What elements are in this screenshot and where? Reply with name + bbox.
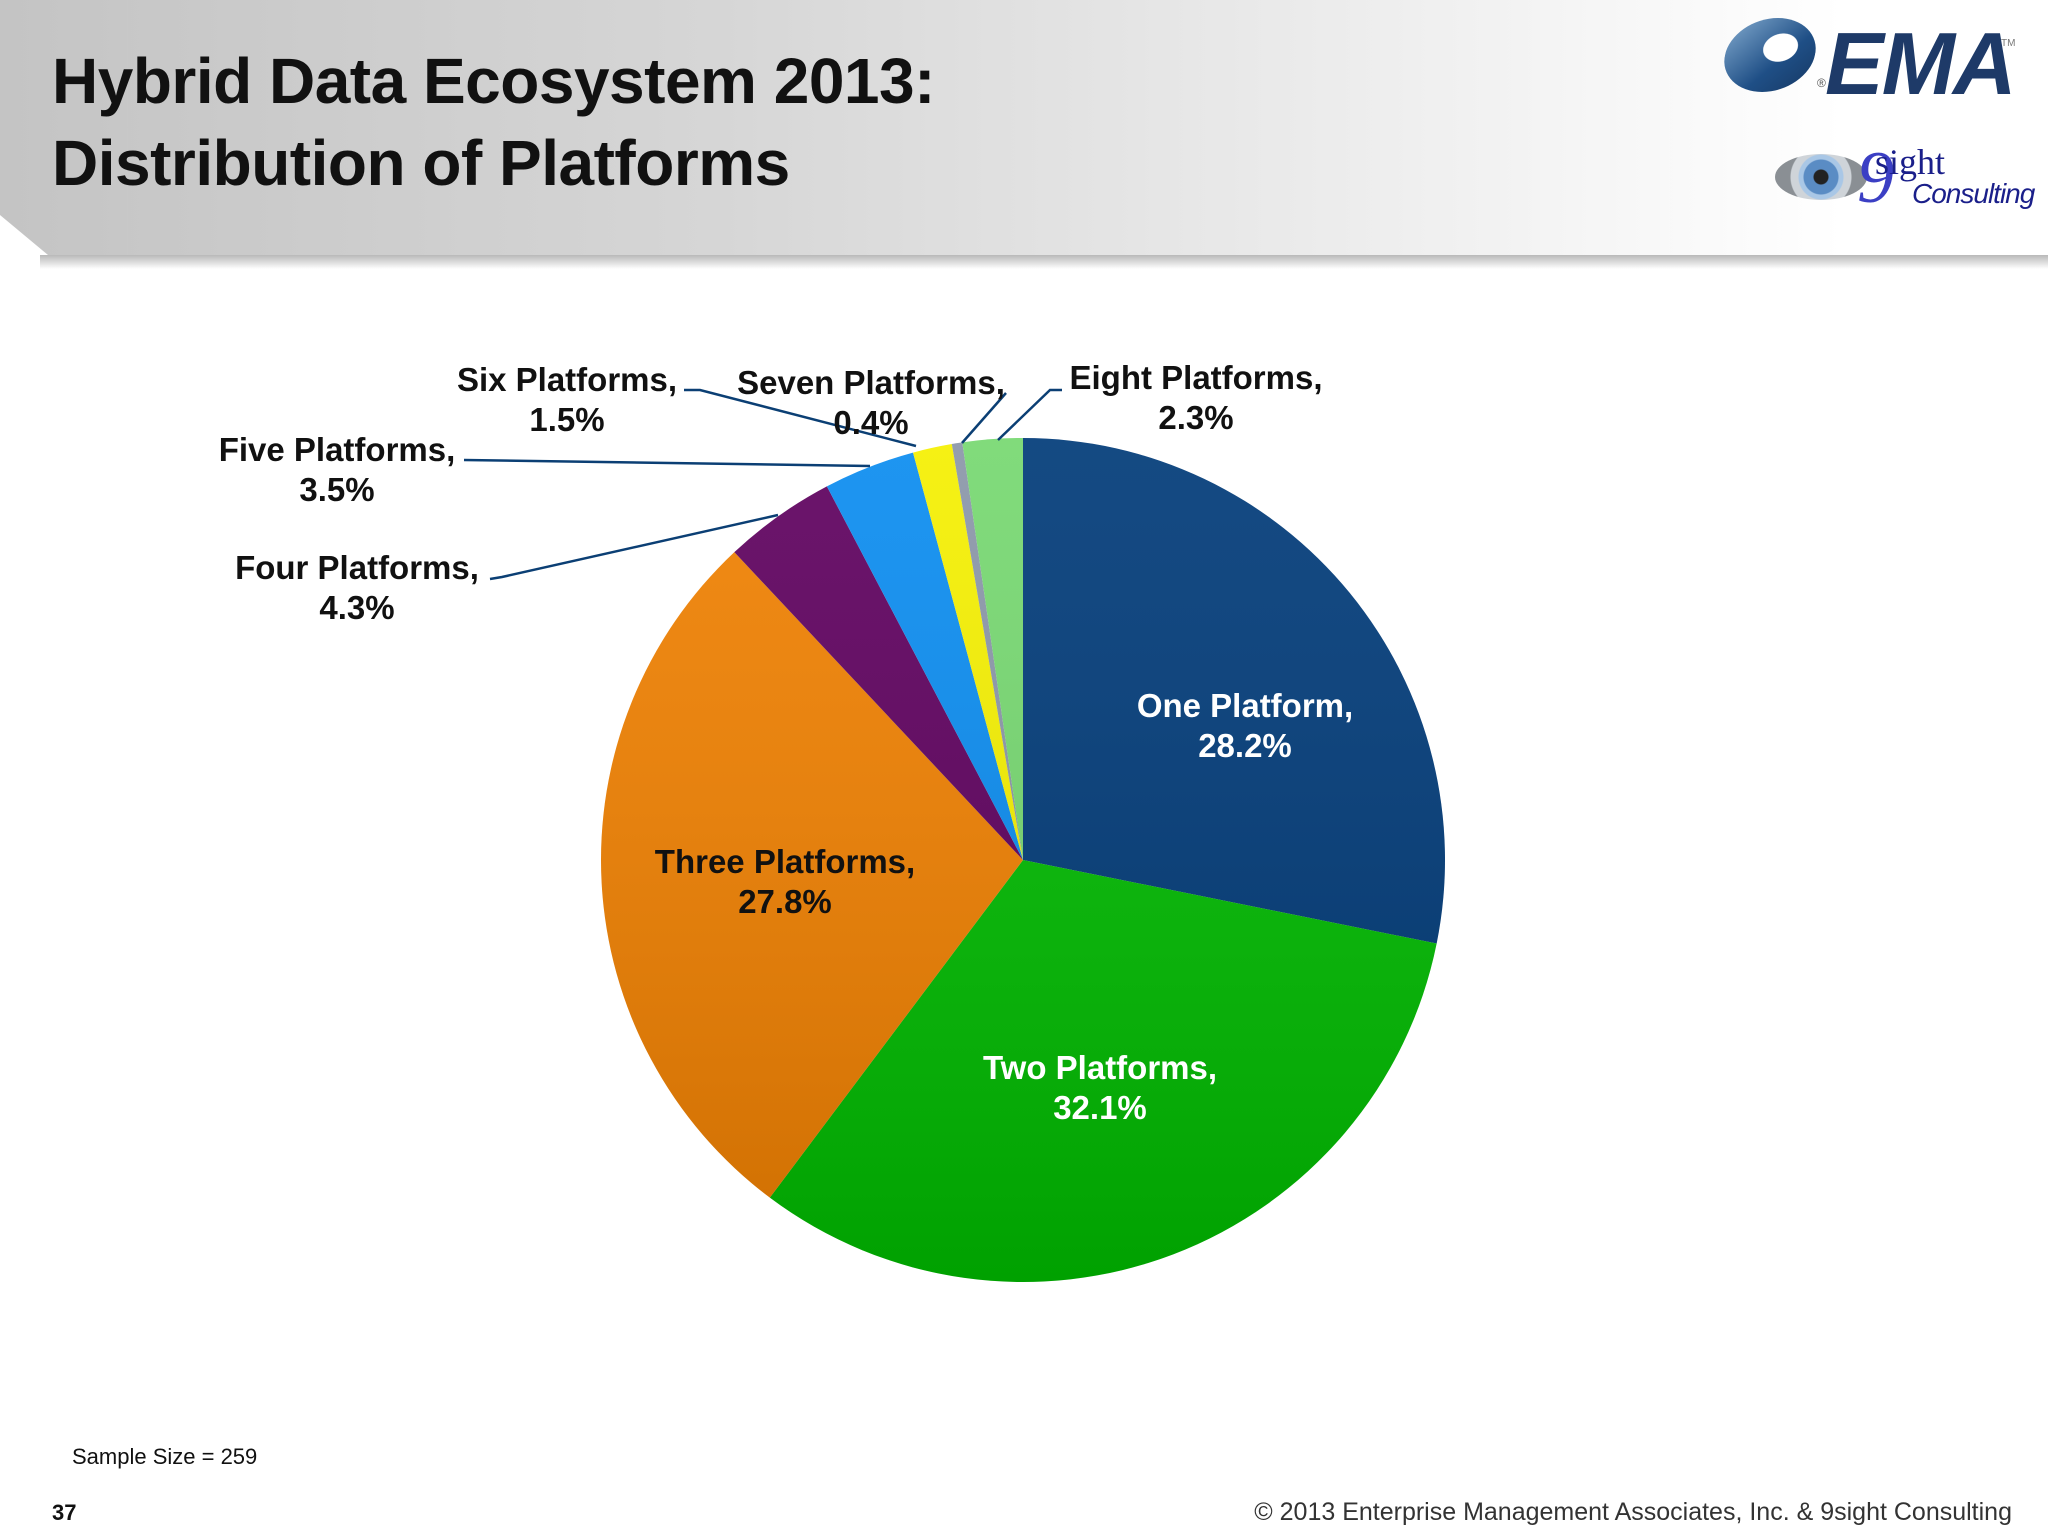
ema-logo-text: EMA [1825,14,2017,113]
eye-icon [1775,154,1867,200]
page-number: 37 [52,1500,77,1525]
header-band [0,0,2048,255]
leader-line-five [463,458,871,468]
ninesight-nine: 9 [1857,137,1894,219]
page-title: Hybrid Data Ecosystem 2013: Distribution… [52,40,935,204]
header-shadow [40,255,2048,269]
leader-line-four [489,513,779,581]
label-two-platforms: Two Platforms, 32.1% [982,1049,1218,1126]
leader-lines [463,388,1062,581]
ninesight-logo: 9 sight Consulting [1775,137,2035,220]
label-seven-platforms: Seven Platforms, 0.4% [737,364,1005,441]
title-line-1: Hybrid Data Ecosystem 2013: [52,45,935,117]
registered-mark: ® [1817,76,1826,90]
trademark-mark: TM [2001,38,2016,49]
leader-line-seven [961,392,1007,444]
sample-size-note: Sample Size = 259 [72,1444,258,1469]
label-four-platforms: Four Platforms, 4.3% [235,549,479,626]
title-line-2: Distribution of Platforms [52,127,790,199]
label-eight-platforms: Eight Platforms, 2.3% [1069,359,1323,436]
label-one-platform: One Platform, 28.2% [1136,687,1354,764]
leader-line-six [684,388,917,448]
leader-line-eight [997,388,1062,441]
label-six-platforms: Six Platforms, 1.5% [456,361,678,438]
label-three-platforms: Three Platforms, 27.8% [654,843,916,920]
copyright-notice: © 2013 Enterprise Management Associates,… [1254,1498,2012,1526]
label-five-platforms: Five Platforms, 3.5% [218,431,456,508]
ninesight-consulting: Consulting [1912,178,2035,209]
ema-logo: ® EMA TM [1717,14,2017,114]
ninesight-sight: sight [1875,142,1946,182]
